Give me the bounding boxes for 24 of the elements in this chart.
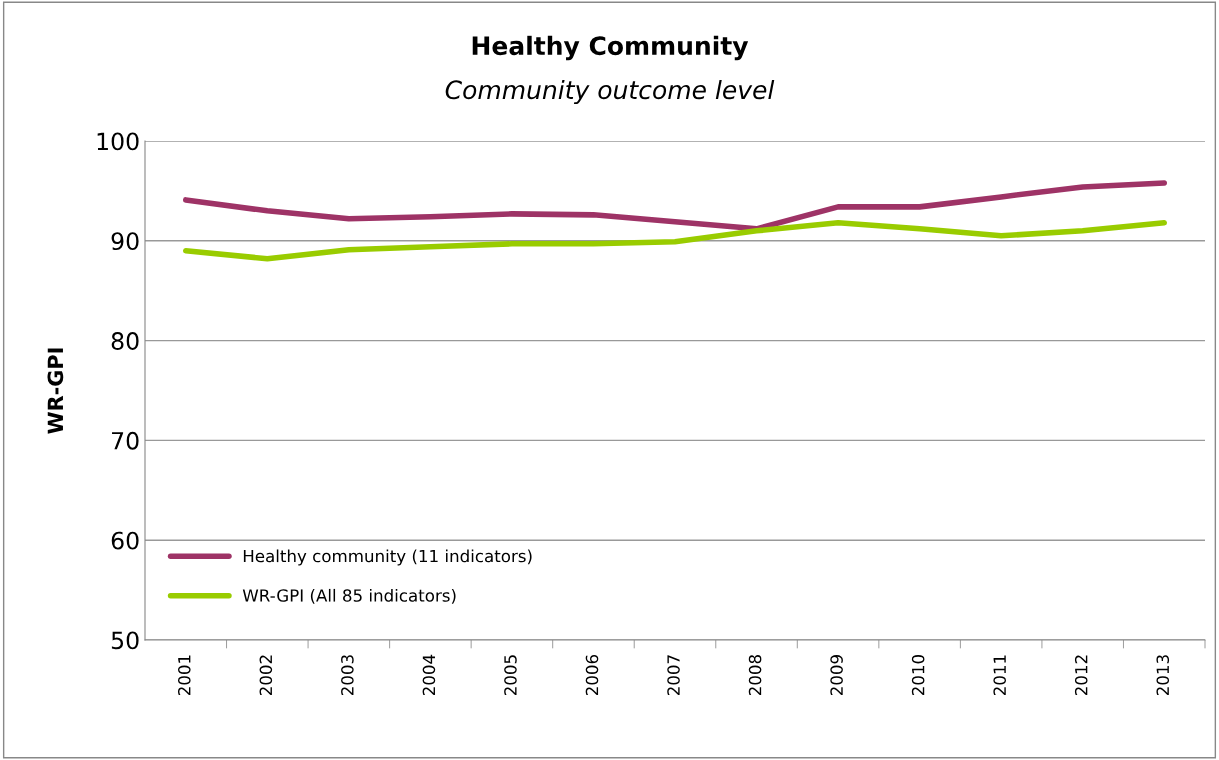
y-tick-label: 70 — [112, 431, 139, 450]
y-tick-label: 80 — [111, 332, 139, 350]
chart-subtitle: Community outcome level — [445, 79, 775, 105]
y-tick-label: 50 — [111, 631, 139, 650]
chart-title: Healthy Community — [472, 35, 749, 61]
x-tick-label: 2003 — [341, 655, 354, 696]
x-tick-label: 2005 — [504, 655, 517, 696]
y-tick-label: 60 — [111, 531, 139, 550]
x-tick-label: 2004 — [422, 654, 436, 696]
x-tick-label: 2007 — [667, 655, 680, 696]
x-tick-label: 2009 — [830, 655, 843, 696]
y-axis-title: WR-GPI — [47, 348, 64, 434]
legend-label: WR-GPI (All 85 indicators) — [242, 588, 456, 604]
x-tick-label: 2011 — [993, 655, 1006, 696]
x-tick-label: 2008 — [748, 655, 762, 696]
y-tick-label: 100 — [97, 132, 139, 151]
x-tick-label: 2006 — [585, 654, 599, 696]
x-tick-label: 2001 — [178, 655, 191, 696]
x-tick-label: 2002 — [259, 655, 273, 696]
x-tick-label: 2013 — [1156, 655, 1170, 696]
y-tick-label: 90 — [111, 232, 139, 251]
x-tick-label: 2010 — [911, 655, 925, 696]
x-tick-label: 2012 — [1074, 655, 1088, 696]
legend-label: Healthy community (11 indicators) — [243, 549, 532, 566]
